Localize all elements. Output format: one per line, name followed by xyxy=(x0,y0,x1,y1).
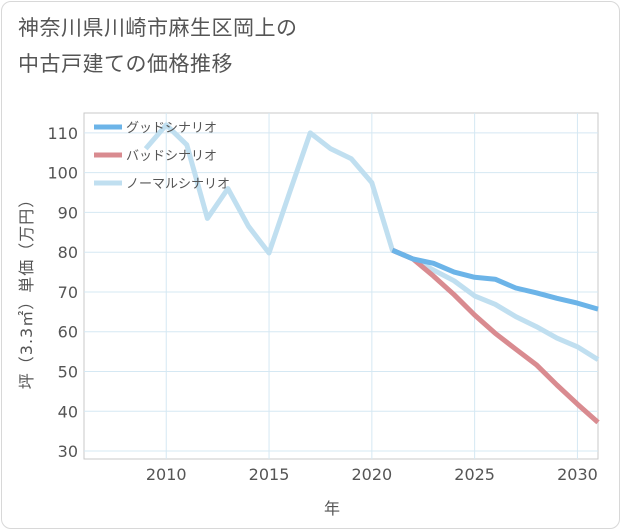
y-tick-label: 90 xyxy=(58,203,78,222)
x-tick-label: 2015 xyxy=(249,465,290,484)
chart-title-line-2: 中古戸建ての価格推移 xyxy=(18,52,233,76)
x-tick-label: 2020 xyxy=(351,465,392,484)
y-tick-label: 50 xyxy=(58,363,78,382)
y-tick-label: 80 xyxy=(58,243,78,262)
x-tick-label: 2025 xyxy=(454,465,495,484)
legend-label: バッドシナリオ xyxy=(126,149,217,164)
y-tick-label: 60 xyxy=(58,323,78,342)
plot-area xyxy=(83,112,599,460)
chart-title: 神奈川県川崎市麻生区岡上の 中古戸建ての価格推移 xyxy=(18,10,298,82)
legend-label: ノーマルシナリオ xyxy=(126,177,230,192)
y-tick-label: 100 xyxy=(47,164,78,183)
chart-title-line-1: 神奈川県川崎市麻生区岡上の xyxy=(18,16,298,40)
series-line-1 xyxy=(391,247,599,312)
x-tick-label: 2010 xyxy=(146,465,187,484)
y-tick-label: 70 xyxy=(58,283,78,302)
y-tick-label: 30 xyxy=(58,442,78,461)
y-axis-title: 坪（3.3㎡）単価（万円） xyxy=(17,191,36,389)
grid-lines xyxy=(84,113,598,459)
y-tick-label: 40 xyxy=(58,402,78,421)
series-line-2 xyxy=(391,247,600,425)
x-tick-label: 2030 xyxy=(557,465,598,484)
series-line-3 xyxy=(143,122,600,362)
x-axis-title: 年 xyxy=(324,499,340,518)
legend-label: グッドシナリオ xyxy=(126,121,217,136)
y-axis-ticks: 30 40 50 60 70 80 90 100 110 xyxy=(47,124,78,461)
series-lines xyxy=(143,122,600,425)
x-axis-ticks: 2010 2015 2020 2025 2030 xyxy=(146,465,598,484)
y-tick-label: 110 xyxy=(47,124,78,143)
